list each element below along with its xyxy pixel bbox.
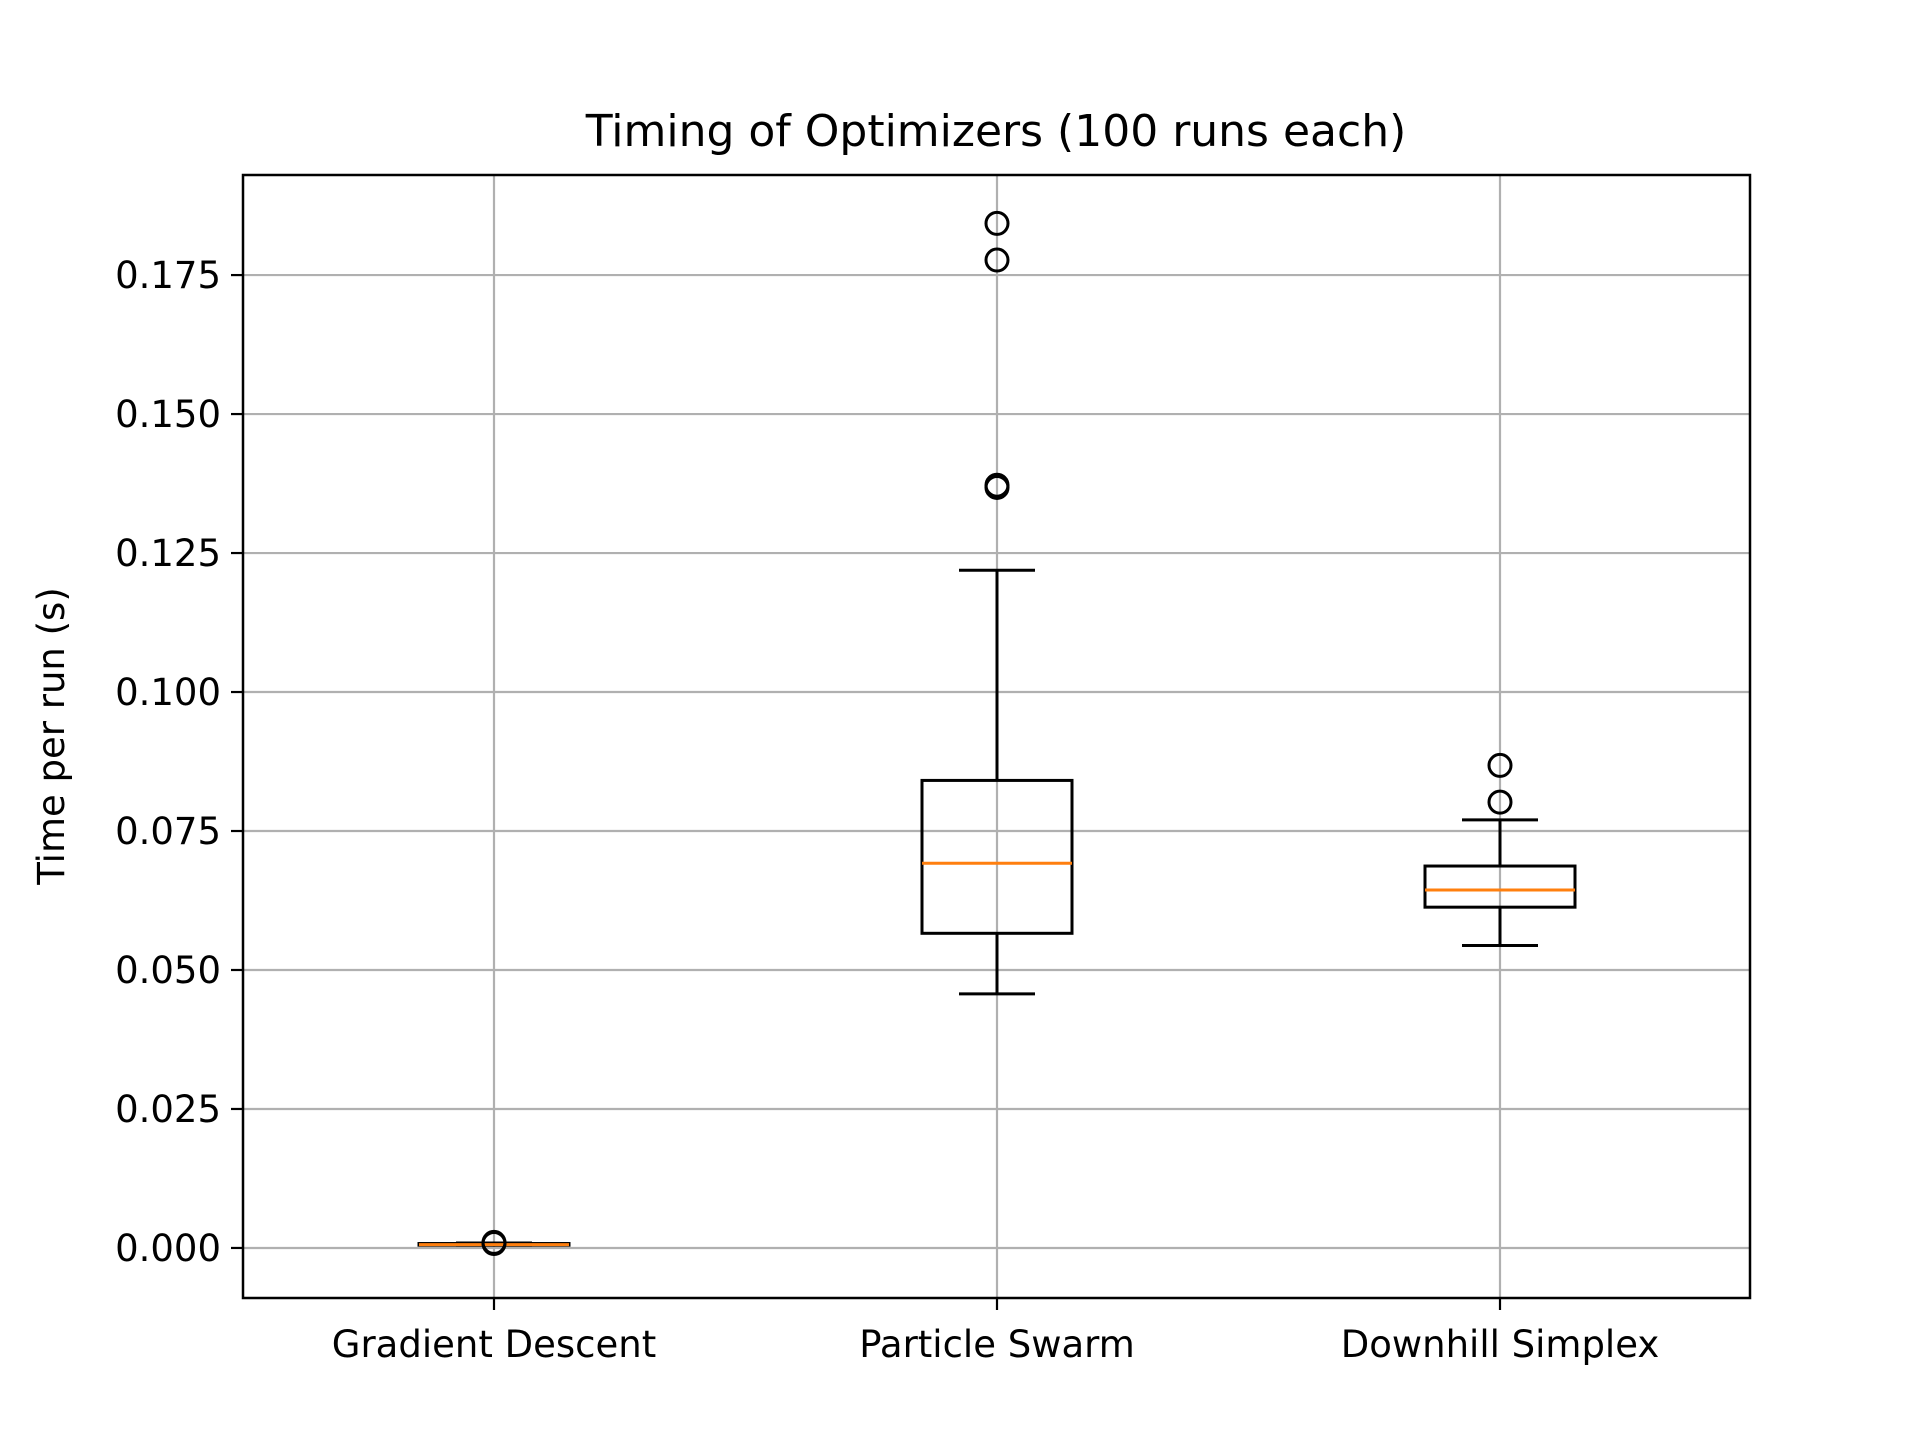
flier-point	[984, 210, 1010, 236]
y-tick-label: 0.175	[115, 254, 221, 297]
flier-point	[984, 472, 1010, 498]
box-downhill-simplex	[1423, 752, 1577, 948]
flier-point	[1487, 789, 1513, 815]
flier-point	[481, 1229, 507, 1255]
y-tick-label: 0.025	[115, 1088, 221, 1131]
x-tick-label: Particle Swarm	[859, 1323, 1135, 1366]
y-axis-label: Time per run (s)	[30, 587, 73, 886]
flier-point	[984, 247, 1010, 273]
x-axis: Gradient Descent Particle Swarm Downhill S…	[332, 1298, 1659, 1366]
x-tick-label: Downhill Simplex	[1341, 1323, 1659, 1366]
box-gradient-descent	[417, 1229, 571, 1257]
box-iqr	[920, 778, 1074, 935]
box-particle-swarm	[920, 210, 1074, 996]
chart-title: Timing of Optimizers (100 runs each)	[585, 106, 1407, 157]
box-iqr	[1423, 864, 1577, 909]
y-tick-label: 0.000	[115, 1227, 221, 1270]
x-tick-label: Gradient Descent	[332, 1323, 656, 1366]
boxes	[417, 210, 1577, 1257]
y-tick-label: 0.150	[115, 393, 221, 436]
y-tick-label: 0.125	[115, 532, 221, 575]
y-tick-label: 0.075	[115, 810, 221, 853]
flier-point	[1487, 752, 1513, 778]
y-tick-label: 0.050	[115, 949, 221, 992]
y-tick-label: 0.100	[115, 671, 221, 714]
y-axis: 0.000 0.025 0.050 0.075 0.100 0.125 0.150 0.175	[115, 254, 243, 1270]
